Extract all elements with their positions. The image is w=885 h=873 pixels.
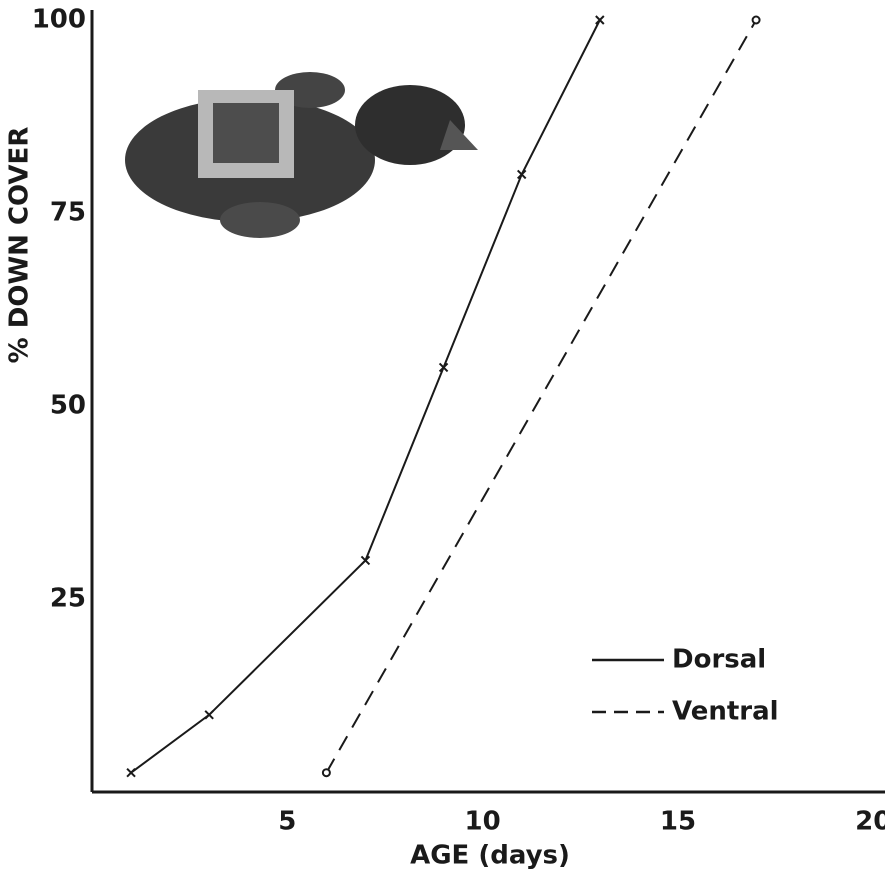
legend-label: Dorsal	[672, 645, 766, 675]
x-tick-label: 20	[855, 807, 885, 837]
data-line	[130, 19, 601, 774]
data-point	[438, 362, 449, 373]
data-point	[126, 767, 136, 778]
legend-label: Ventral	[672, 697, 779, 727]
data-point	[360, 555, 371, 566]
x-tick-label: 10	[465, 807, 501, 837]
data-point	[595, 15, 605, 25]
data-point	[751, 15, 761, 25]
y-axis-label: % DOWN COVER	[5, 127, 35, 364]
y-tick-label: 50	[50, 391, 86, 421]
x-axis-label: AGE (days)	[410, 841, 570, 871]
chick-photo	[125, 72, 478, 238]
data-line	[325, 19, 757, 774]
y-tick-label: 75	[50, 198, 86, 228]
data-point	[321, 768, 331, 778]
y-tick-label: 100	[32, 5, 86, 35]
x-tick-label: 15	[660, 807, 696, 837]
data-point	[516, 169, 527, 180]
y-tick-label: 25	[50, 584, 86, 614]
data-point	[204, 710, 214, 720]
x-tick-label: 5	[278, 807, 296, 837]
